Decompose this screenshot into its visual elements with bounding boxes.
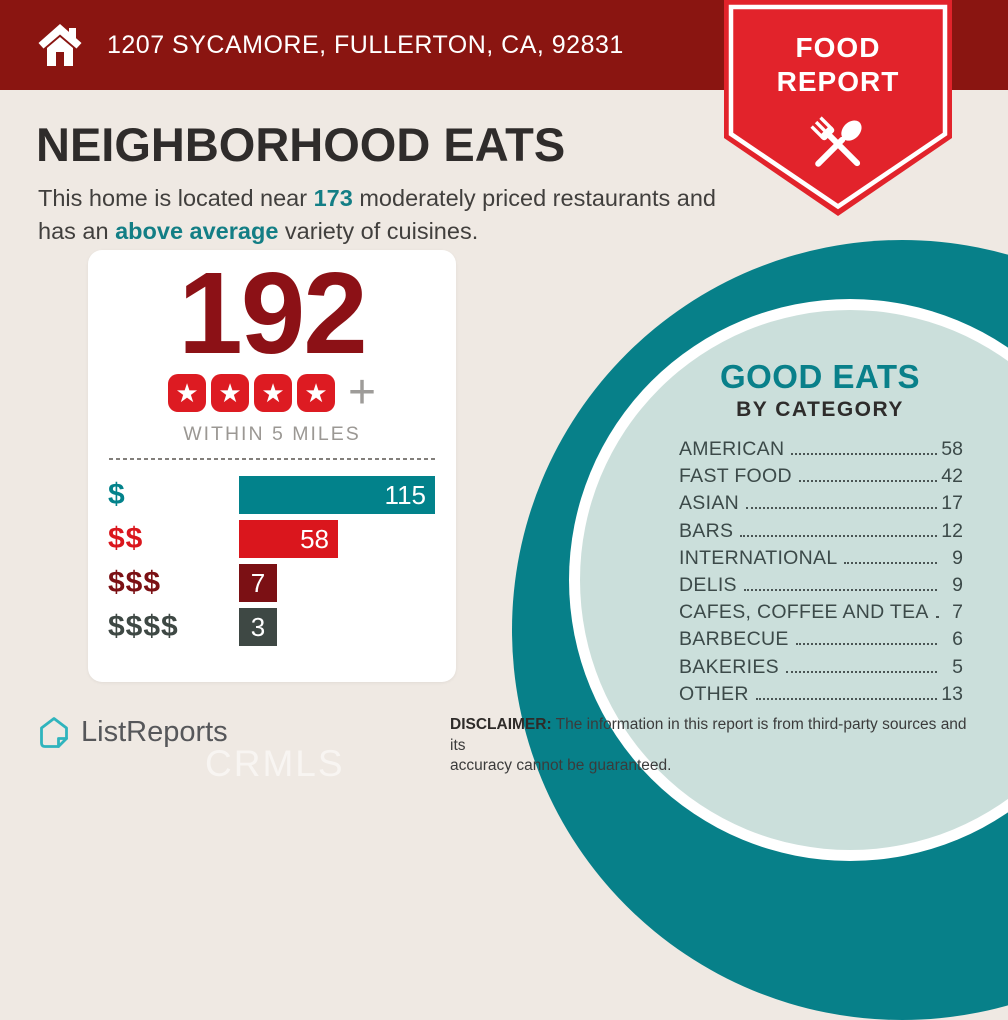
category-leader bbox=[791, 453, 937, 455]
intro-text: This home is located near 173 moderately… bbox=[38, 182, 728, 248]
category-value: 58 bbox=[941, 438, 963, 460]
good-eats-inner-circle bbox=[580, 310, 1008, 850]
category-list: AMERICAN 58 FAST FOOD 42 ASIAN 17 BARS 12 INTERN… bbox=[679, 438, 963, 710]
category-label: BARBECUE bbox=[679, 628, 789, 651]
divider bbox=[109, 458, 435, 460]
category-row: BAKERIES 5 bbox=[679, 656, 963, 683]
star-icon: ★ bbox=[296, 374, 335, 412]
price-bar: 58 bbox=[239, 520, 338, 558]
stats-card: 192 ★ ★ ★ ★ + WITHIN 5 MILES $115 $$ 58 $$$ 7 $$$… bbox=[88, 250, 456, 682]
good-eats-subtitle: BY CATEGORY bbox=[736, 398, 904, 421]
price-label: $$$ bbox=[108, 566, 162, 599]
category-row: BARBECUE 6 bbox=[679, 628, 963, 655]
price-label: $$ bbox=[108, 522, 144, 555]
category-label: DELIS bbox=[679, 573, 737, 596]
category-value: 12 bbox=[941, 519, 963, 542]
category-leader bbox=[795, 643, 937, 646]
category-value: 9 bbox=[952, 546, 963, 569]
intro-highlight: above average bbox=[115, 218, 279, 244]
watermark: CRMLS bbox=[205, 743, 345, 784]
category-leader bbox=[844, 561, 937, 564]
brand-name: ListReports bbox=[81, 716, 228, 748]
star-icon: ★ bbox=[210, 374, 249, 412]
intro-line1-pre: This home is located near bbox=[38, 185, 314, 211]
category-row: DELIS 9 bbox=[679, 574, 963, 601]
ribbon-title-line1: FOOD bbox=[796, 32, 881, 63]
utensils-icon bbox=[810, 116, 862, 167]
category-label: AMERICAN bbox=[679, 438, 785, 460]
category-label: OTHER bbox=[679, 682, 749, 705]
category-value: 5 bbox=[952, 655, 963, 678]
intro-line2-post: variety of cuisines. bbox=[278, 218, 479, 244]
food-report-ribbon: FOOD REPORT bbox=[724, 0, 952, 216]
category-row: AMERICAN 58 bbox=[679, 438, 963, 465]
star-icon: ★ bbox=[167, 374, 206, 412]
price-bar: 7 bbox=[239, 564, 277, 602]
category-value: 6 bbox=[952, 628, 963, 651]
category-label: ASIAN bbox=[679, 492, 740, 515]
category-label: BARS bbox=[679, 519, 734, 542]
category-label: INTERNATIONAL bbox=[679, 546, 838, 569]
category-row: INTERNATIONAL 9 bbox=[679, 547, 963, 574]
category-value: 42 bbox=[941, 465, 963, 488]
category-row: ASIAN 17 bbox=[679, 492, 963, 519]
good-eats-title: GOOD EATS bbox=[719, 358, 921, 395]
price-value: 3 bbox=[250, 611, 266, 642]
category-leader bbox=[743, 588, 937, 591]
good-eats-panel: GOOD EATS BY CATEGORY AMERICAN 58 FAST FOO… bbox=[663, 358, 977, 710]
price-bar-chart: $115 $$ 58 $$$ 7 $$$$ 3 bbox=[108, 476, 435, 652]
category-leader bbox=[935, 616, 937, 619]
star-icon: ★ bbox=[253, 374, 292, 412]
price-bar: 115 bbox=[239, 476, 435, 514]
price-value: 115 bbox=[384, 479, 426, 510]
category-row: BARS 12 bbox=[679, 520, 963, 547]
category-value: 17 bbox=[941, 492, 963, 515]
category-value: 9 bbox=[952, 573, 963, 596]
price-value: 7 bbox=[250, 567, 266, 598]
category-label: CAFES, COFFEE AND TEA bbox=[679, 601, 929, 624]
address-text: 1207 SYCAMORE, FULLERTON, CA, 92831 bbox=[107, 30, 624, 59]
category-leader bbox=[798, 480, 937, 483]
intro-line1-post: moderately priced restaurants and bbox=[352, 185, 716, 211]
ribbon-title-line2: REPORT bbox=[777, 66, 900, 97]
disclaimer-label: DISCLAIMER: bbox=[450, 716, 552, 733]
category-leader bbox=[755, 697, 937, 700]
category-row: OTHER 13 bbox=[679, 683, 963, 710]
category-value: 7 bbox=[952, 601, 963, 624]
disclaimer-line2: accuracy cannot be guaranteed. bbox=[450, 757, 672, 774]
category-row: FAST FOOD 42 bbox=[679, 465, 963, 492]
price-bar-row: $$$$ 3 bbox=[108, 608, 435, 646]
disclaimer: DISCLAIMER: The information in this repo… bbox=[450, 715, 980, 777]
plus-sign: + bbox=[347, 366, 377, 419]
price-value: 58 bbox=[300, 523, 329, 554]
price-bar-row: $115 bbox=[108, 476, 435, 514]
intro-line2-pre: has an bbox=[38, 218, 116, 244]
category-leader bbox=[740, 534, 937, 537]
category-label: FAST FOOD bbox=[679, 465, 792, 488]
disclaimer-line1: The information in this report is from t… bbox=[450, 716, 967, 754]
category-row: CAFES, COFFEE AND TEA 7 bbox=[679, 601, 963, 628]
category-leader bbox=[746, 507, 937, 510]
category-value: 13 bbox=[941, 682, 963, 705]
price-bar-row: $$ 58 bbox=[108, 520, 435, 558]
page-title: NEIGHBORHOOD EATS bbox=[36, 118, 566, 171]
star-rating: ★ ★ ★ ★ + bbox=[88, 366, 456, 419]
listreports-icon bbox=[40, 717, 68, 748]
price-bar-row: $$$ 7 bbox=[108, 564, 435, 602]
category-leader bbox=[785, 670, 937, 673]
price-bar: 3 bbox=[239, 608, 277, 646]
price-label: $$$$ bbox=[108, 610, 179, 643]
radius-label: WITHIN 5 MILES bbox=[183, 423, 361, 445]
home-icon bbox=[38, 24, 82, 66]
category-label: BAKERIES bbox=[679, 655, 779, 678]
price-label: $ bbox=[108, 478, 126, 511]
total-count: 192 bbox=[178, 248, 368, 378]
intro-count: 173 bbox=[313, 185, 353, 211]
brand-logo: ListReports bbox=[36, 714, 228, 751]
